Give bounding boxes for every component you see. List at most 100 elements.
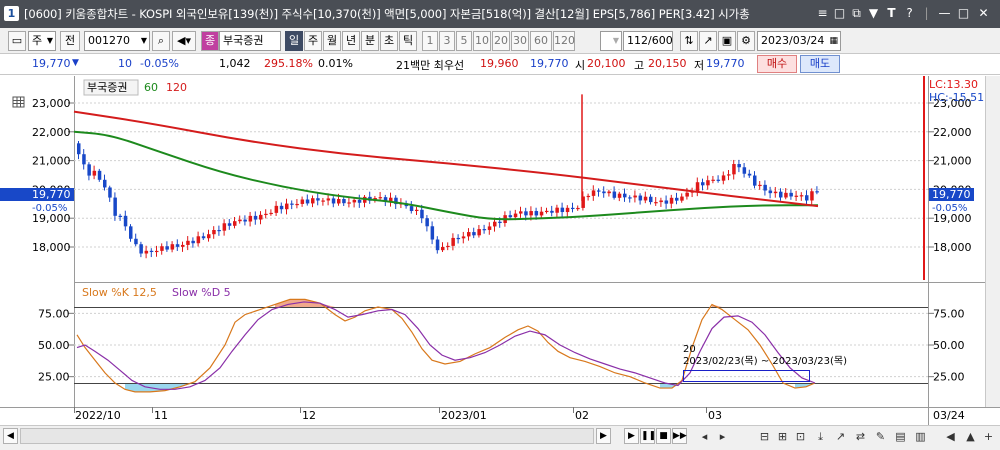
collapse-left-icon[interactable]: ◀ [946, 430, 955, 443]
candle-body [134, 238, 138, 245]
fast-forward-icon[interactable]: ▶▶ [672, 428, 687, 444]
interval-day-button[interactable]: 일 [285, 31, 303, 51]
candle-body [586, 195, 591, 198]
scroll-track[interactable] [20, 428, 594, 444]
annotation-value: 20 [683, 344, 696, 355]
tile-icon[interactable]: ⧉ [852, 6, 861, 20]
add-icon[interactable]: + [983, 430, 994, 443]
candle-body [716, 179, 721, 181]
candle-body [498, 221, 502, 224]
pause-icon[interactable]: ❚❚ [640, 428, 656, 444]
buy-button[interactable]: 매수 [757, 55, 797, 73]
interval-week-button[interactable]: 주 [304, 31, 322, 51]
reset-zoom-icon[interactable]: ⊡ [795, 430, 806, 443]
scroll-right-icon[interactable]: ▶ [596, 428, 611, 444]
stoch-tick-label: 25.00 [933, 371, 965, 384]
gear-icon[interactable]: ⚙ [737, 31, 755, 51]
grid-table-icon[interactable] [12, 96, 25, 108]
date-input[interactable]: 2023/03/24 ▦ [757, 31, 841, 51]
compare-icon[interactable]: ⇄ [855, 430, 866, 443]
draw-icon[interactable]: ✎ [875, 430, 886, 443]
close-icon[interactable]: ✕ [978, 6, 989, 20]
n-button-3[interactable]: 3 [439, 31, 455, 51]
n-button-60[interactable]: 60 [530, 31, 552, 51]
candle-body [799, 195, 804, 197]
empty-select[interactable]: ▼ [600, 31, 622, 51]
candle-body [430, 226, 435, 240]
chevron-down-icon: ▼ [612, 36, 619, 45]
scroll-left-icon[interactable]: ◀ [3, 428, 18, 444]
sell-button[interactable]: 매도 [800, 55, 840, 73]
trend-icon[interactable]: ↗ [835, 430, 846, 443]
interval-minute-button[interactable]: 분 [361, 31, 379, 51]
stop-icon[interactable]: ■ [656, 428, 671, 444]
maximize-icon[interactable]: □ [957, 6, 970, 20]
prev-button[interactable]: 전 [60, 31, 80, 51]
candle-body [472, 232, 476, 236]
candle-body [607, 191, 611, 194]
stock-code-input[interactable]: 001270 ▼ [84, 31, 150, 51]
n-button-1[interactable]: 1 [422, 31, 438, 51]
low-label: 저 [694, 59, 705, 72]
zoom-in-icon[interactable]: ⊞ [777, 430, 788, 443]
minimize-icon[interactable]: — [938, 6, 951, 20]
x-label-jan: 2023/01 [441, 409, 487, 422]
window-icon[interactable]: ▤ [895, 430, 906, 443]
interval-tick-button[interactable]: 틱 [399, 31, 417, 51]
indicator-icon[interactable]: ⤓ [818, 430, 823, 443]
count-field[interactable]: 112/600 [623, 31, 673, 51]
restore-icon[interactable]: □ [833, 6, 846, 20]
calendar-icon[interactable]: ▦ [829, 36, 838, 46]
candle-body [435, 239, 440, 251]
text-icon[interactable]: T [887, 6, 896, 20]
legend-ma120: 120 [166, 81, 187, 94]
candle-body [482, 229, 487, 231]
interval-month-button[interactable]: 월 [323, 31, 341, 51]
candle-body [207, 234, 211, 239]
n-button-10[interactable]: 10 [473, 31, 491, 51]
candle-body [477, 229, 481, 236]
candle-body [165, 246, 169, 250]
candle-body [555, 207, 559, 213]
zoom-out-icon[interactable]: ⊟ [759, 430, 770, 443]
draw-line-icon[interactable]: ↗ [699, 31, 717, 51]
play-icon[interactable]: ▶ [624, 428, 639, 444]
help-icon[interactable]: ? [906, 6, 913, 20]
n-button-120[interactable]: 120 [553, 31, 575, 51]
dropdown-icon[interactable]: ▼ [868, 6, 879, 20]
candle-body [623, 193, 627, 198]
annotation-range: 2023/02/23(목) ~ 2023/03/23(목) [683, 355, 847, 367]
stoch-k-label: Slow %K 12,5 [82, 286, 157, 299]
candle-body [680, 196, 684, 201]
candle-body [326, 198, 331, 201]
candle-body [524, 211, 528, 216]
right-price-badge [929, 188, 974, 201]
search-icon[interactable]: ⌕ [152, 31, 170, 51]
n-button-30[interactable]: 30 [511, 31, 529, 51]
favorite-icon[interactable]: 종 [201, 31, 219, 51]
menu-icon[interactable]: ≡ [817, 6, 828, 20]
chart-type-icon[interactable]: ⇅ [680, 31, 698, 51]
candle-body [222, 223, 227, 231]
chart-area[interactable]: 23,00023,00022,00022,00021,00021,00020,0… [0, 76, 1000, 425]
speaker-icon[interactable]: ◀▾ [172, 31, 196, 51]
window-title: [0600] 키움종합차트 - KOSPI 외국인보유[139(천)] 주식수[… [24, 7, 750, 21]
candle-body [451, 237, 455, 246]
expand-icon[interactable]: ▲ [966, 430, 975, 443]
bottom-scroll-bar: ◀ ▶ ▶ ❚❚ ■ ▶▶ ◂ ▸ ⊟ ⊞ ⊡ ⤓ ↗ ⇄ ✎ ▤ ▥ ◀ ▲ … [0, 425, 1000, 450]
save-icon[interactable]: ▣ [718, 31, 736, 51]
layout-icon[interactable]: ▭ [8, 31, 26, 51]
interval-year-button[interactable]: 년 [342, 31, 360, 51]
candle-body [92, 170, 97, 176]
candle-body [768, 190, 773, 194]
period-select[interactable]: 주 ▼ [28, 31, 56, 51]
candle-body [529, 211, 533, 216]
fit-icon[interactable]: ▸ [719, 430, 726, 443]
n-button-5[interactable]: 5 [456, 31, 472, 51]
pan-icon[interactable]: ◂ [701, 430, 708, 443]
interval-second-button[interactable]: 초 [380, 31, 398, 51]
n-button-20[interactable]: 20 [492, 31, 510, 51]
left-price-badge-text: 19,770 [32, 188, 71, 201]
change-percent: -0.05% [140, 57, 179, 70]
print-icon[interactable]: ▥ [915, 430, 926, 443]
